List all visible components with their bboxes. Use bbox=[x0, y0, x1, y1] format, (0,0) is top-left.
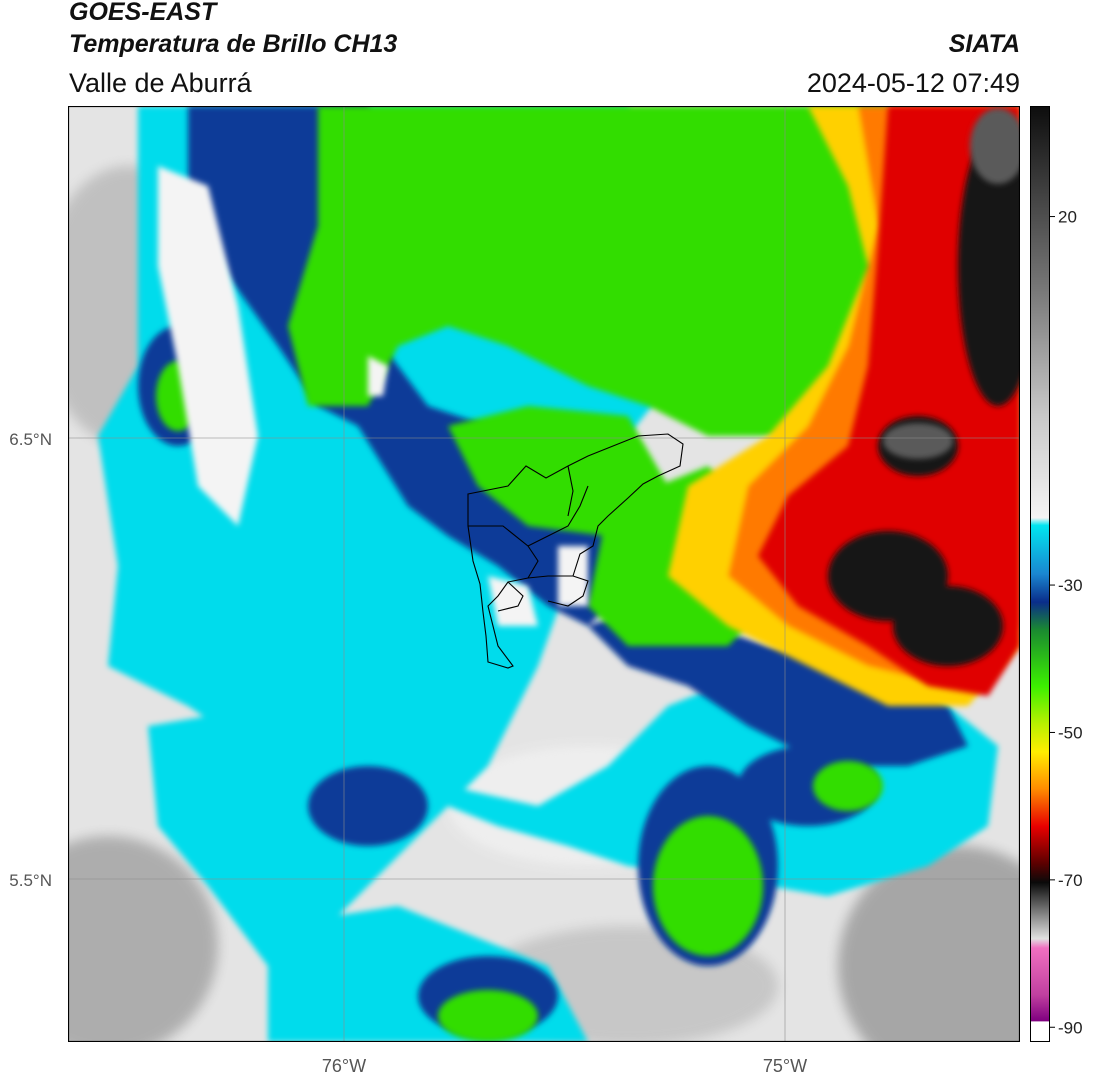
colorbar-tick-label: -70 bbox=[1058, 871, 1083, 890]
satellite-title: GOES-EAST bbox=[69, 0, 217, 26]
colorbar-tick-label: -90 bbox=[1058, 1018, 1083, 1037]
colorbar-tick-label: 20 bbox=[1058, 208, 1077, 227]
aburra-valley-outline bbox=[467, 433, 684, 669]
colorbar-scale bbox=[1030, 106, 1050, 1042]
region-subtitle: Valle de Aburrá bbox=[69, 68, 252, 98]
map-frame bbox=[68, 106, 1020, 1042]
colorbar-tick-label: -30 bbox=[1058, 576, 1083, 595]
brightness-temperature-field bbox=[68, 106, 1020, 1042]
satellite-map[interactable] bbox=[68, 106, 1020, 1042]
graticule bbox=[68, 106, 1020, 1042]
colorbar-tick-label: -50 bbox=[1058, 723, 1083, 742]
lon-label-75w: 75°W bbox=[763, 1056, 807, 1076]
datetime-label: 2024-05-12 07:49 bbox=[806, 68, 1020, 98]
colorbar: 20 -30 -50 -70 -90 bbox=[1030, 106, 1083, 1042]
lat-label-5-5: 5.5°N bbox=[9, 871, 52, 890]
organization-label: SIATA bbox=[948, 30, 1020, 58]
lat-label-6-5: 6.5°N bbox=[9, 430, 52, 449]
product-title: Temperatura de Brillo CH13 bbox=[69, 30, 398, 58]
lon-label-76w: 76°W bbox=[322, 1056, 366, 1076]
